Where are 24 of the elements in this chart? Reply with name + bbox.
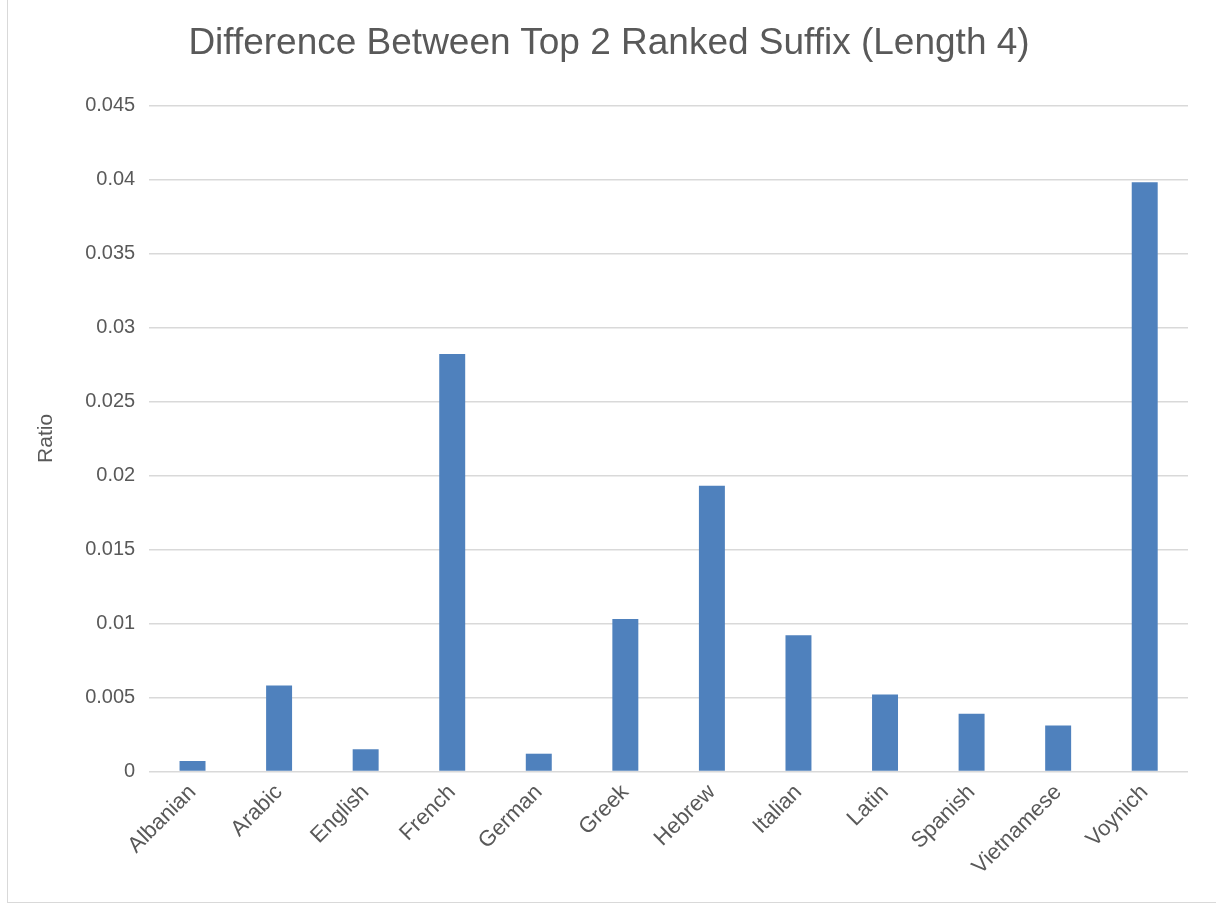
bar	[179, 761, 206, 771]
bar	[872, 694, 899, 771]
y-tick-label: 0.045	[85, 92, 136, 115]
y-axis-title: Ratio	[33, 413, 57, 463]
y-tick-label: 0.035	[85, 240, 136, 263]
y-tick-label: 0.01	[96, 610, 136, 633]
y-tick-label: 0.03	[96, 314, 136, 337]
y-tick-label: 0.04	[96, 166, 136, 189]
bar	[525, 753, 552, 771]
bar	[1045, 725, 1072, 771]
bar	[266, 685, 293, 771]
bar	[785, 635, 812, 771]
y-tick-label: 0.015	[85, 536, 136, 559]
bar	[352, 749, 379, 771]
bar	[1131, 182, 1158, 771]
y-tick-label: 0.005	[85, 684, 136, 707]
bar	[958, 713, 985, 771]
bar	[439, 354, 466, 771]
bar	[612, 619, 639, 771]
y-tick-label: 0.02	[96, 462, 136, 485]
y-tick-label: 0	[124, 758, 136, 781]
bar	[698, 485, 725, 771]
y-tick-label: 0.025	[85, 388, 136, 411]
chart-title: Difference Between Top 2 Ranked Suffix (Length 4)	[188, 21, 1030, 63]
